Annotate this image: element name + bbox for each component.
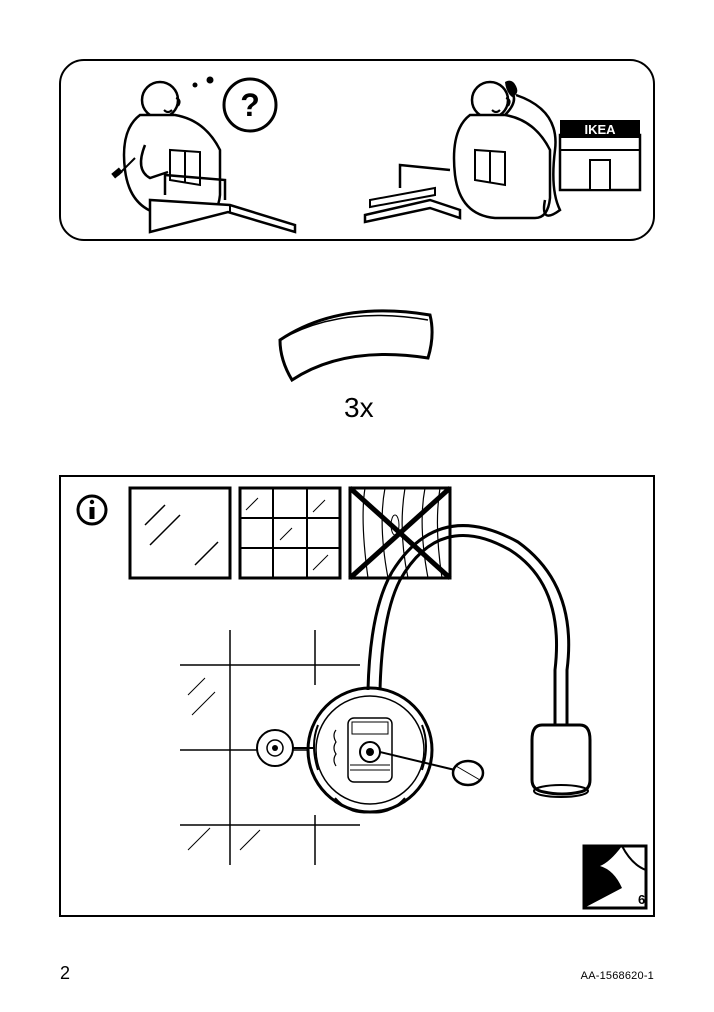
- instruction-page: ? IKEA: [0, 0, 714, 1012]
- adhesive-pad-icon: [280, 311, 432, 380]
- help-panel: ? IKEA: [0, 0, 714, 260]
- page-ref-number: 6: [638, 892, 645, 907]
- info-icon: [78, 496, 106, 524]
- ikea-store-label: IKEA: [584, 122, 616, 137]
- confused-person-scene: ?: [111, 77, 295, 233]
- page-reference-icon: 6: [584, 846, 646, 908]
- surface-glass-icon: [130, 488, 230, 578]
- parts-count: 3x: [344, 392, 374, 424]
- page-footer: 2 AA-1568620-1: [60, 963, 654, 984]
- info-panel: 6: [0, 470, 714, 950]
- surface-tile-icon: [240, 488, 340, 578]
- page-number: 2: [60, 963, 70, 984]
- calling-ikea-scene: IKEA: [365, 81, 640, 222]
- document-id: AA-1568620-1: [581, 970, 654, 982]
- question-mark-icon: ?: [240, 87, 260, 123]
